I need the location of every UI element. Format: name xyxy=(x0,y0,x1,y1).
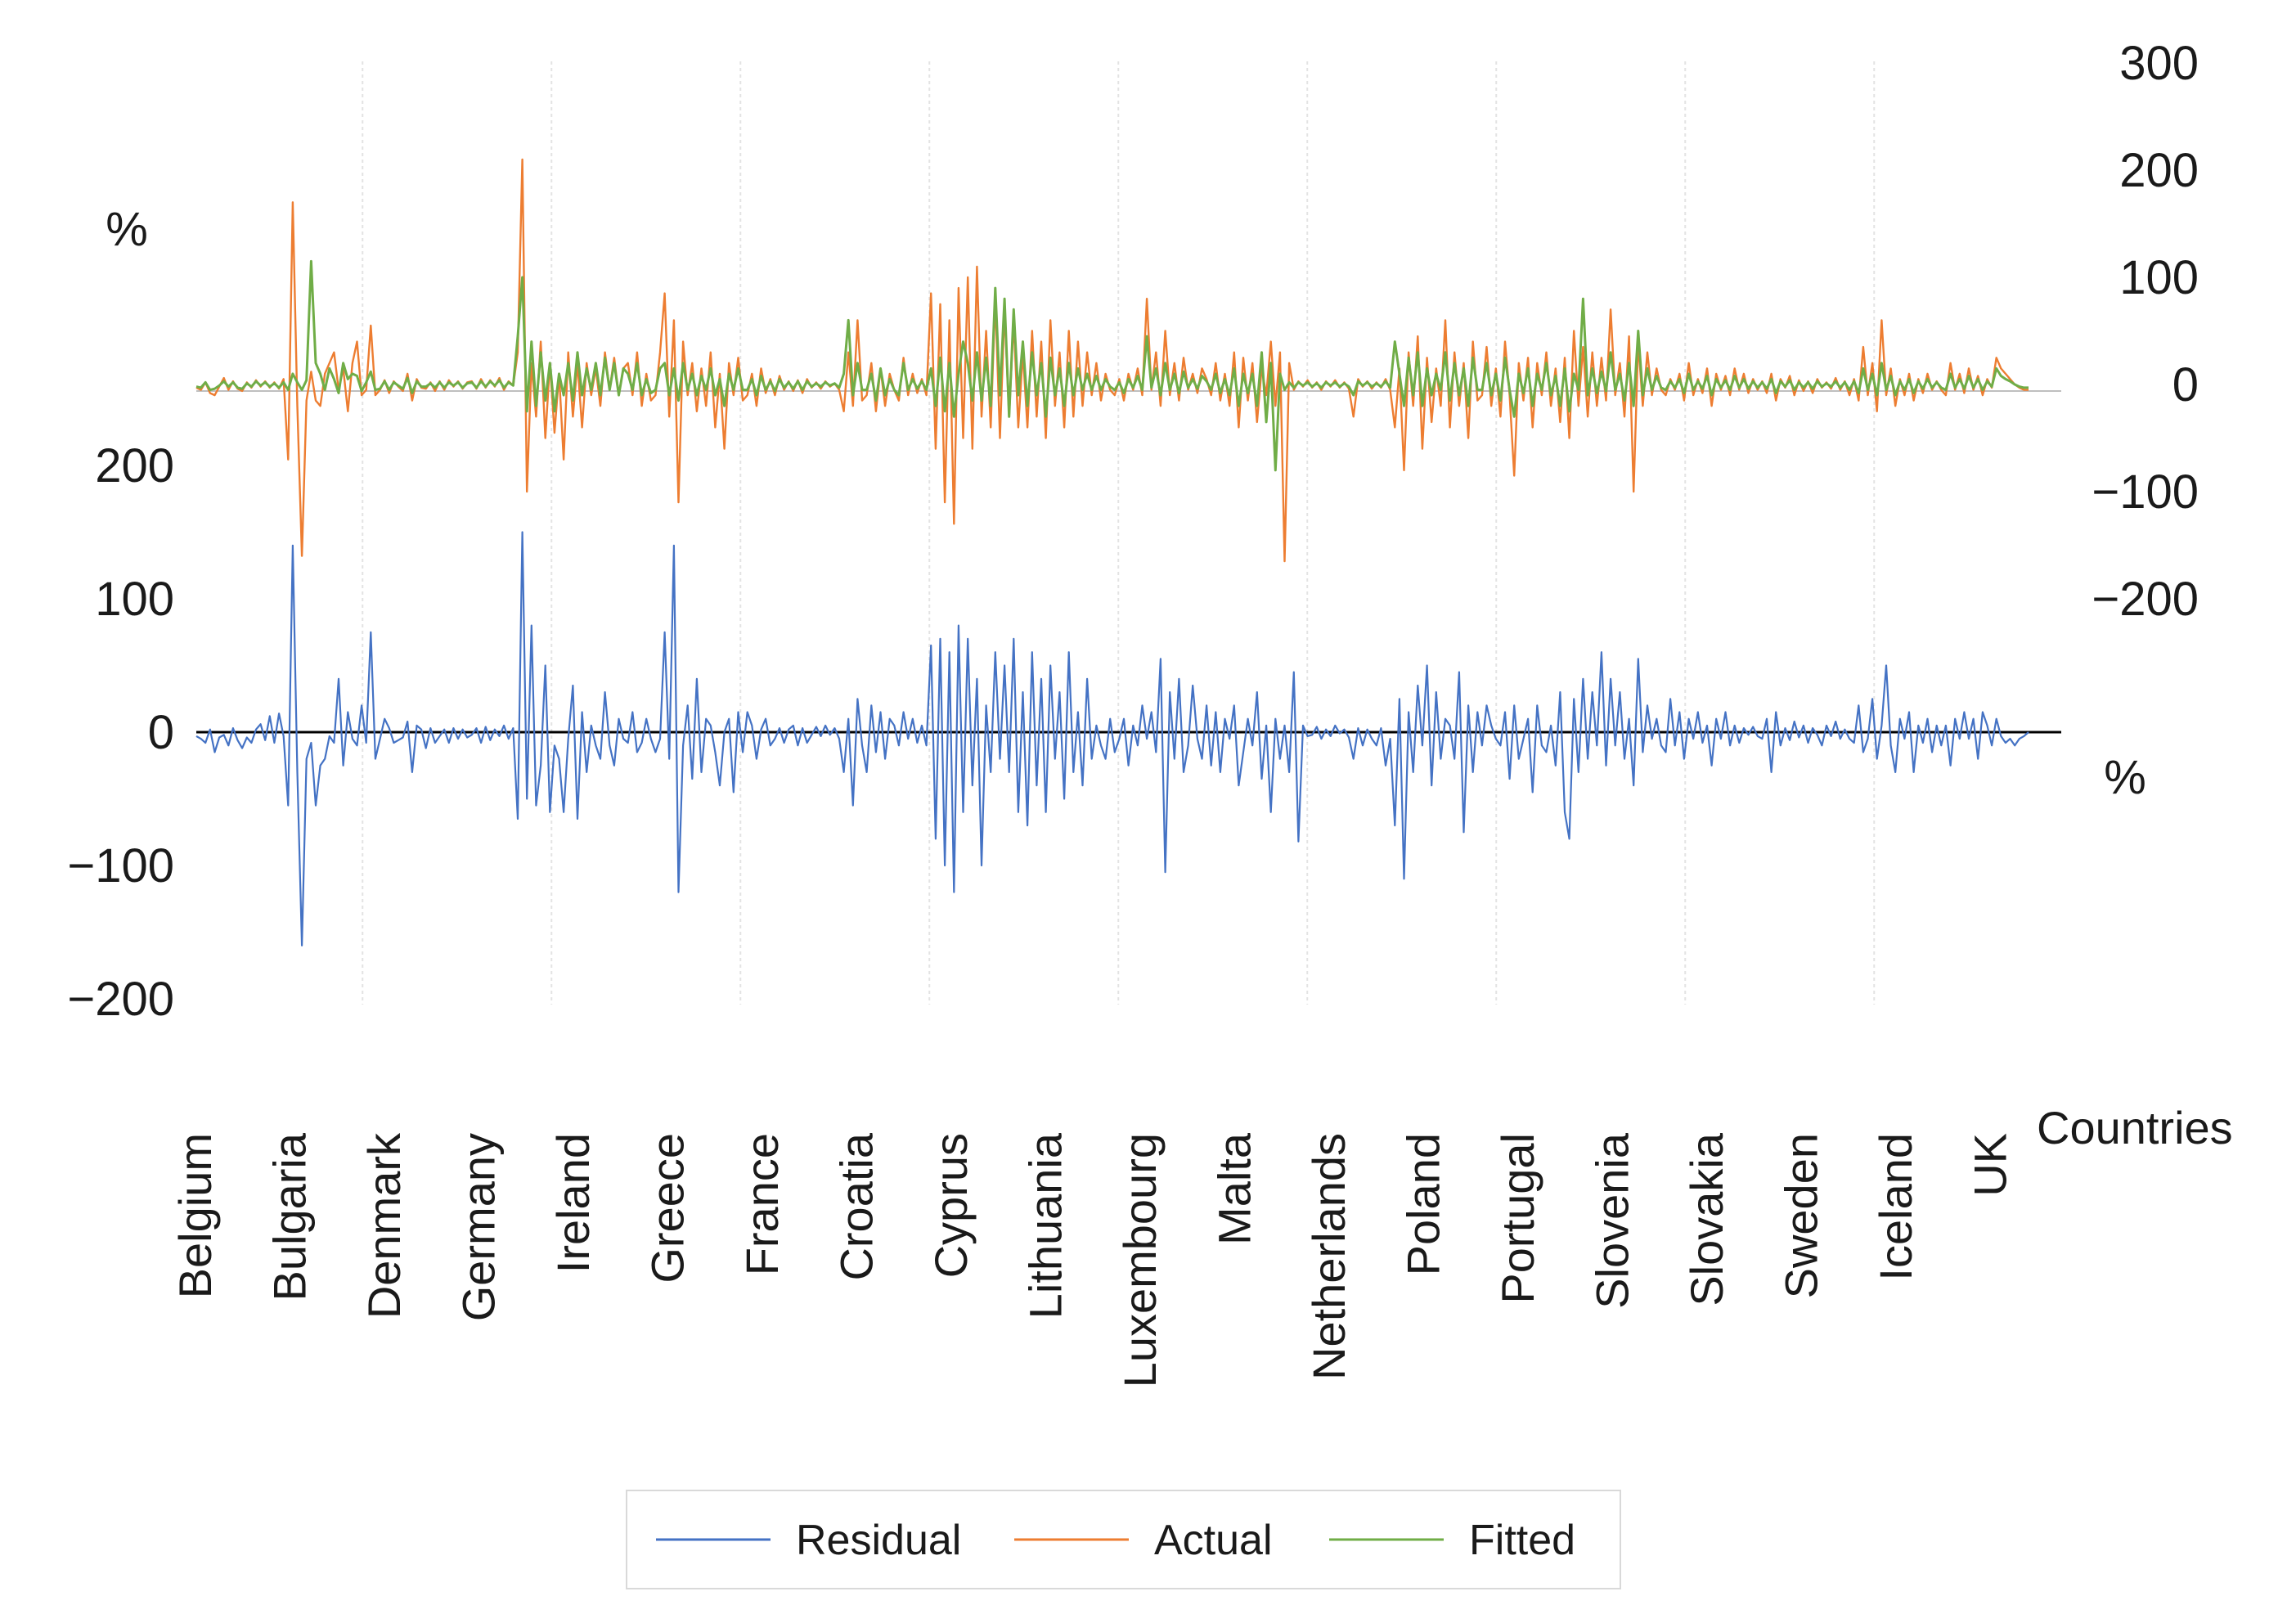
right-axis-ticks: 300 200 100 0 −100 −200 xyxy=(2092,37,2199,626)
country-label: Slovenia xyxy=(1587,1132,1638,1309)
country-label: Bulgaria xyxy=(264,1132,316,1301)
country-label: Ireland xyxy=(547,1133,599,1273)
legend-label-fitted: Fitted xyxy=(1469,1517,1575,1564)
right-axis-tick: 300 xyxy=(2119,37,2199,90)
country-label: Cyprus xyxy=(925,1133,977,1278)
series-line-actual xyxy=(195,158,2029,563)
country-label: Croatia xyxy=(831,1132,883,1280)
legend: Residual Actual Fitted xyxy=(626,1490,1621,1589)
left-axis-tick: 100 xyxy=(95,573,174,626)
country-labels: Belgium Bulgaria Denmark Germany Ireland Gree… xyxy=(169,1132,2016,1387)
left-axis-tick: −200 xyxy=(67,973,174,1026)
series-line-fitted xyxy=(195,259,2029,472)
x-axis-title: Countries xyxy=(2037,1102,2233,1153)
country-label: UK xyxy=(1965,1133,2016,1197)
left-axis-tick: 200 xyxy=(95,439,174,492)
right-axis-tick: −200 xyxy=(2092,573,2199,626)
right-axis-tick: 0 xyxy=(2172,358,2199,411)
country-label: Germany xyxy=(453,1133,505,1321)
right-axis-tick: −100 xyxy=(2092,465,2199,519)
country-label: Malta xyxy=(1209,1132,1260,1245)
left-axis-tick: −100 xyxy=(67,839,174,892)
legend-label-residual: Residual xyxy=(796,1517,961,1564)
left-axis-unit: % xyxy=(106,203,148,256)
country-label: Slovakia xyxy=(1681,1132,1732,1306)
country-label: Sweden xyxy=(1776,1133,1827,1298)
right-axis-unit: % xyxy=(2104,751,2146,804)
country-label: Poland xyxy=(1398,1133,1449,1275)
country-label: Denmark xyxy=(358,1132,410,1319)
country-label: France xyxy=(736,1133,788,1275)
right-axis-tick: 100 xyxy=(2119,251,2199,304)
country-label: Luxembourg xyxy=(1114,1133,1166,1387)
country-label: Portugal xyxy=(1492,1133,1543,1304)
right-axis-tick: 200 xyxy=(2119,144,2199,197)
country-label: Iceland xyxy=(1870,1133,1921,1281)
country-separators xyxy=(362,61,1876,1005)
country-label: Lithuania xyxy=(1020,1132,1072,1319)
legend-label-actual: Actual xyxy=(1154,1517,1273,1564)
left-axis-tick: 0 xyxy=(148,706,174,759)
country-label: Belgium xyxy=(169,1133,221,1298)
left-axis-ticks: 200 100 0 −100 −200 xyxy=(67,439,174,1026)
country-label: Netherlands xyxy=(1303,1133,1355,1380)
series-line-residual xyxy=(195,531,2029,946)
country-label: Greece xyxy=(642,1133,694,1284)
